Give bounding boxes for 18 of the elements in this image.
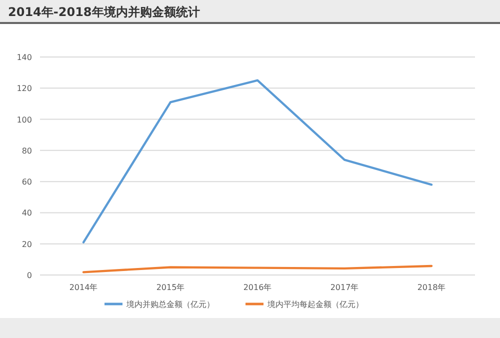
chart-title: 2014年-2018年境内并购金额统计 — [8, 5, 200, 19]
x-tick-label: 2018年 — [417, 283, 446, 292]
y-tick-label: 0 — [26, 271, 32, 280]
y-tick-label: 40 — [22, 208, 32, 218]
y-tick-label: 60 — [22, 178, 32, 187]
x-tick-label: 2015年 — [156, 283, 185, 292]
x-tick-label: 2014年 — [69, 283, 98, 292]
x-tick-label: 2017年 — [330, 283, 359, 292]
line-series — [82, 79, 433, 244]
y-tick-label: 20 — [22, 240, 32, 249]
y-tick-label: 120 — [16, 84, 32, 94]
legend-label: 境内并购总金额（亿元） — [126, 300, 214, 309]
y-tick-label: 100 — [16, 115, 32, 124]
x-tick-label: 2016年 — [243, 283, 272, 292]
line-series — [82, 264, 433, 274]
legend-label: 境内平均每起金额（亿元） — [266, 300, 364, 309]
y-tick-label: 80 — [22, 146, 32, 156]
y-tick-label: 140 — [16, 53, 32, 62]
